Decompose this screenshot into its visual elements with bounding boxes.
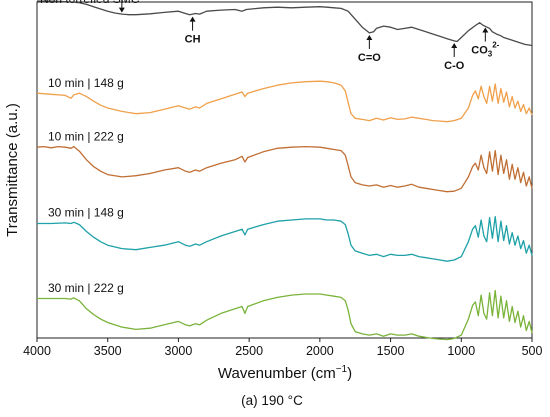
- x-tick-label: 3000: [165, 344, 193, 358]
- x-tick-label: 3500: [94, 344, 122, 358]
- x-tick-label: 2000: [306, 344, 334, 358]
- x-tick-label: 500: [522, 344, 543, 358]
- plot-frame: [36, 1, 533, 339]
- annotations: OH CH C=O C-O CO32-: [118, 0, 500, 72]
- x-axis-title-exponent: −1: [336, 364, 348, 375]
- x-axis-title-main: Wavenumber (cm: [218, 365, 336, 382]
- annotation-label: CH: [185, 34, 201, 46]
- x-tick-label: 1000: [447, 344, 475, 358]
- series-label-5: 30 min | 222 g: [48, 281, 124, 295]
- series-line-1: [36, 0, 533, 47]
- annotation-5: CO32-: [471, 27, 500, 59]
- x-axis-ticks: 4000 3500 3000 2500 2000 1500 1000 500: [23, 338, 542, 358]
- annotation-arrowhead: [189, 16, 196, 22]
- series-label-1: Non torrefied SMC: [40, 0, 140, 6]
- series-label-2: 10 min | 148 g: [48, 76, 124, 90]
- annotation-3: C=O: [358, 34, 381, 64]
- x-tick-label: 1500: [377, 344, 405, 358]
- annotation-arrowhead: [118, 7, 125, 13]
- series-line-5: [37, 289, 533, 341]
- series-layer: [36, 0, 533, 341]
- series-line-2: [36, 80, 533, 123]
- series-labels: Non torrefied SMC 10 min | 148 g 10 min | …: [40, 0, 140, 295]
- annotation-label: CO32-: [471, 41, 499, 59]
- y-axis-title: Transmittance (a.u.): [4, 103, 21, 237]
- annotation-label: C=O: [358, 52, 381, 64]
- annotation-2: CH: [185, 16, 201, 46]
- series-label-3: 10 min | 222 g: [48, 130, 124, 144]
- x-axis-title-close: ): [347, 365, 352, 382]
- x-tick-label: 4000: [23, 344, 51, 358]
- series-label-4: 30 min | 148 g: [48, 205, 124, 219]
- x-tick-label: 2500: [235, 344, 263, 358]
- series-line-3: [36, 145, 533, 193]
- annotation-1: OH: [118, 0, 125, 13]
- annotation-4: C-O: [444, 42, 465, 72]
- annotation-label: C-O: [444, 60, 465, 72]
- x-axis-title: Wavenumber (cm−1): [218, 364, 352, 382]
- figure-caption: (a) 190 °C: [241, 393, 303, 408]
- series-line-4: [37, 215, 533, 262]
- annotation-arrowhead: [366, 34, 373, 40]
- annotation-arrowhead: [482, 27, 489, 33]
- annotation-arrowhead: [451, 42, 458, 48]
